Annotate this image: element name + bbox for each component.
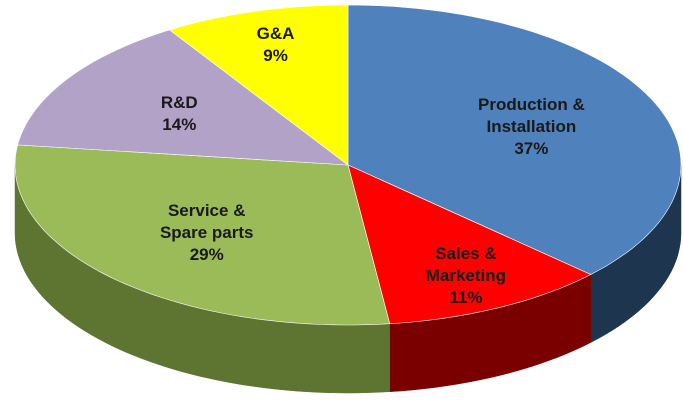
- category-label: Production & Installation: [478, 94, 585, 136]
- slice: [347, 4, 682, 275]
- value-label: 11%: [449, 288, 483, 308]
- slice-label: R&D 14%: [119, 92, 239, 136]
- category-label: R&D: [160, 92, 198, 112]
- slice: [168, 4, 349, 166]
- category-label: Sales & Marketing: [425, 244, 507, 286]
- category-label: G&A: [256, 24, 295, 44]
- slice-label: Sales & Marketing 11%: [406, 243, 526, 309]
- value-label: 9%: [263, 46, 288, 66]
- value-label: 29%: [189, 244, 224, 264]
- slice-label: Production & Installation 37%: [471, 94, 591, 160]
- slice: [14, 144, 391, 326]
- slice-label: G&A 9%: [216, 23, 336, 67]
- slice: [347, 164, 592, 325]
- category-label: Service & Spare parts: [159, 200, 254, 242]
- value-label: 14%: [162, 114, 197, 134]
- value-label: 37%: [514, 138, 549, 158]
- slice: [17, 29, 349, 166]
- slice-label: Service & Spare parts 29%: [147, 200, 267, 266]
